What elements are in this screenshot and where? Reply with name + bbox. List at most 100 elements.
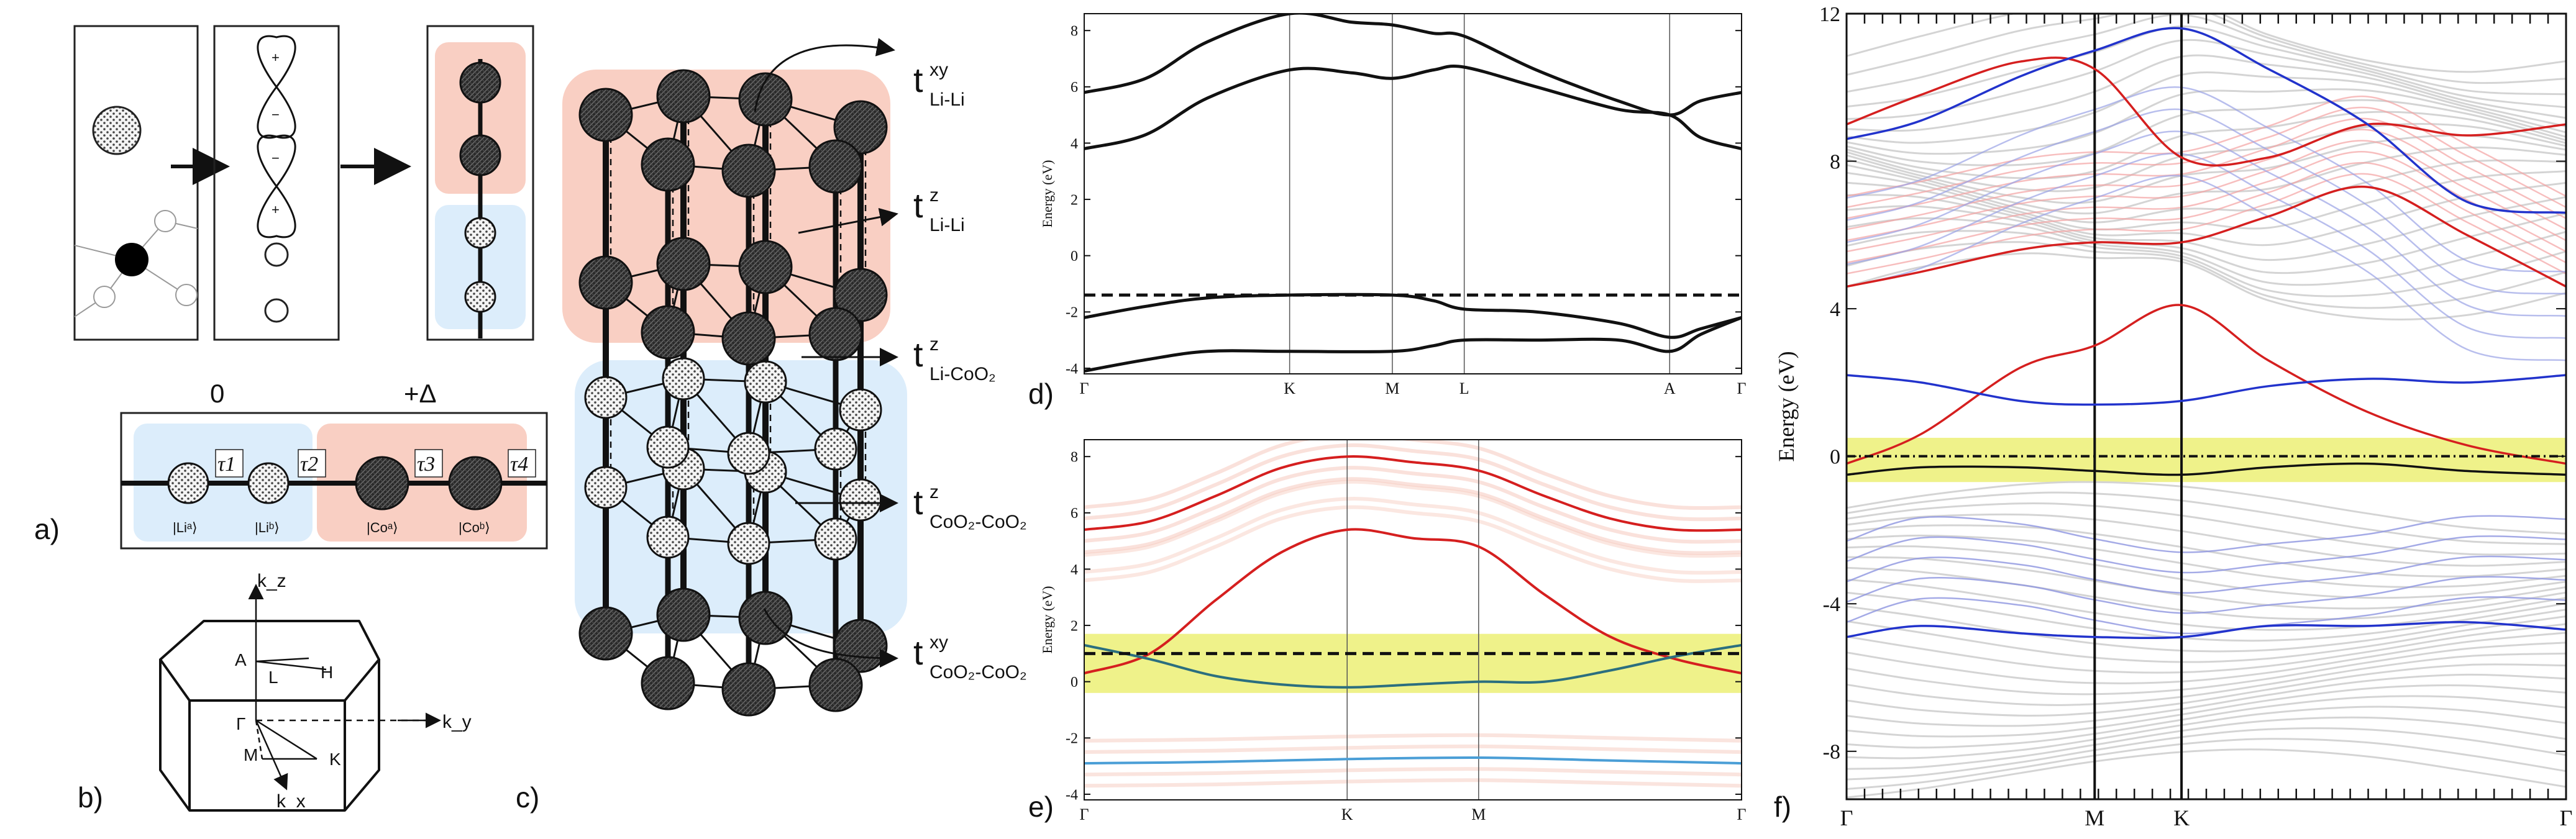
cobalt-site	[808, 139, 863, 194]
background-band	[1847, 524, 2566, 578]
site-kets: |Liᵃ⟩ |Liᵇ⟩ |Coᵃ⟩ |Coᵇ⟩	[173, 520, 490, 535]
cobalt-site	[578, 606, 633, 661]
orbital-sign-4: +	[272, 202, 280, 217]
background-band	[1847, 14, 2566, 84]
cobalt-site	[833, 100, 888, 155]
x-tick-label: Γ	[2560, 805, 2573, 830]
ket-co-b: |Coᵇ⟩	[459, 520, 490, 535]
li-b-site	[247, 462, 290, 504]
hop-1-sup: xy	[929, 60, 948, 80]
band-line-3	[1847, 57, 2566, 167]
background-band	[1847, 491, 2566, 545]
background-band	[1847, 181, 2566, 247]
background-band	[1847, 695, 2566, 749]
x-tick-label: K	[1341, 805, 1353, 823]
cobalt-site	[641, 305, 695, 360]
cobalt-site	[656, 237, 711, 291]
dz2-orbital-upper	[257, 35, 296, 139]
plot-area	[1084, 440, 1742, 800]
hop-1-main: t	[913, 60, 923, 99]
x-tick-label: M	[1471, 805, 1486, 823]
band-structure-chart-f: -8 -4 0 4 8 12 Γ M K Γ Energy (eV)	[1774, 3, 2573, 830]
site-circle-1	[264, 242, 289, 267]
li-site-upper	[464, 217, 496, 249]
cobalt-site	[641, 137, 695, 192]
background-band	[1847, 54, 2566, 132]
lithium-site	[646, 515, 690, 559]
orbital-sign-1: +	[272, 50, 280, 65]
chain-right-label: +Δ	[404, 379, 437, 408]
background-band	[1847, 684, 2566, 738]
background-band	[1847, 738, 2566, 790]
background-band	[1847, 86, 2566, 273]
background-band	[1847, 252, 2566, 320]
background-band	[1847, 194, 2566, 261]
band-line-4	[1084, 316, 1742, 373]
y-tick-label: 8	[1071, 450, 1078, 466]
lithium-site	[584, 376, 628, 419]
y-tick-label: 8	[1071, 24, 1078, 40]
tau-3: τ3	[417, 453, 435, 476]
panel-b: b) k_z k_y k_x A L H Γ M K	[78, 571, 472, 814]
cobalt-site	[578, 255, 633, 310]
background-band	[1847, 605, 2566, 653]
co-a-site	[355, 456, 409, 510]
lithium-site	[727, 432, 770, 475]
band-line-1	[1084, 14, 1742, 117]
x-tick-label: M	[2085, 805, 2104, 830]
x-tick-label: Γ	[1737, 379, 1746, 397]
background-band	[1847, 727, 2566, 781]
hop-1-sub: Li-Li	[929, 89, 965, 110]
background-band	[1847, 173, 2566, 274]
background-band	[1084, 477, 1742, 555]
y-tick-label: -2	[1066, 731, 1078, 747]
background-band	[1847, 545, 2566, 599]
background-band	[1847, 502, 2566, 556]
cobalt-site	[656, 69, 711, 124]
y-tick-label: 6	[1071, 79, 1078, 96]
co-layer-region	[562, 70, 890, 343]
y-tick-label: 4	[1071, 562, 1078, 578]
y-tick-label: 0	[1830, 446, 1840, 469]
background-band	[1847, 117, 2566, 219]
band-line-1	[1084, 455, 1742, 532]
band-line-4	[1084, 756, 1742, 765]
background-band	[1084, 767, 1742, 777]
x-tick-label: Γ	[1737, 805, 1746, 823]
bz-point-M: M	[244, 745, 258, 764]
hopping-labels: t xy Li-Li t z Li-Li t z Li-CoO₂ t z CoO…	[913, 60, 1027, 683]
panel-e-label: e)	[1028, 791, 1054, 823]
background-band	[1847, 14, 2566, 73]
background-band	[1847, 513, 2566, 567]
bz-point-K: K	[329, 750, 341, 769]
y-tick-label: 4	[1830, 298, 1840, 321]
background-band	[1084, 479, 1742, 558]
background-band	[1847, 99, 2566, 166]
cobalt-atom	[115, 243, 148, 276]
band-line-2	[1847, 185, 2566, 288]
bz-axes	[248, 584, 441, 791]
hop-3-sup: z	[929, 334, 939, 355]
lithium-site	[839, 388, 882, 432]
background-band	[1847, 623, 2566, 674]
hop-5-sup: xy	[929, 632, 948, 653]
hop-3-sub: Li-CoO₂	[929, 364, 996, 384]
hop-4-main: t	[913, 483, 923, 522]
lithium-atom-free	[92, 106, 142, 155]
background-band	[1084, 744, 1742, 754]
orbital-sign-3: −	[272, 150, 280, 166]
y-tick-label: 2	[1071, 192, 1078, 208]
band-line-4	[1847, 27, 2566, 214]
ket-co-a: |Coᵃ⟩	[367, 520, 398, 535]
cobalt-site	[578, 88, 633, 142]
bz-point-L: L	[268, 668, 278, 687]
y-tick-label: 0	[1071, 248, 1078, 265]
band-line-1	[1847, 304, 2566, 465]
band-line-3	[1084, 293, 1742, 339]
background-band	[1847, 481, 2566, 535]
background-band	[1084, 733, 1742, 743]
site-circle-2	[264, 298, 289, 323]
x-tick-label: Γ	[1840, 805, 1853, 830]
fermi-window-band	[1084, 633, 1742, 693]
hop-4-sub: CoO₂-CoO₂	[929, 512, 1027, 532]
